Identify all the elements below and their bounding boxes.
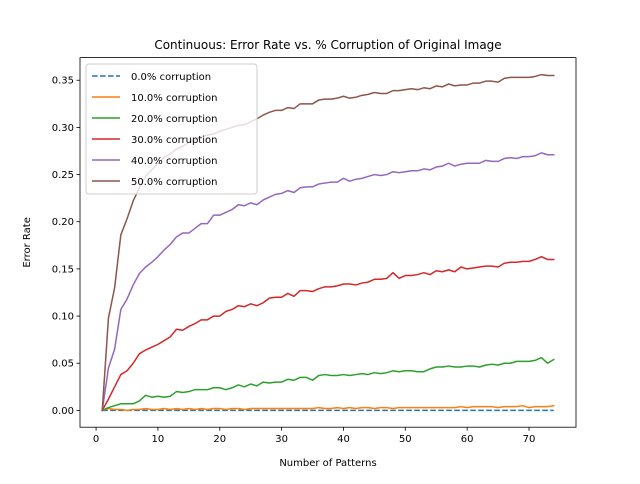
series-layer [101, 73, 555, 412]
x-axis-label: Number of Patterns [279, 458, 376, 469]
plot-area: 0 10 20 30 40 50 60 70 0.00 0.05 0.10 0.15 0.20 0.25… [52, 57, 577, 445]
series-line-2 [101, 356, 555, 412]
series-line-1 [101, 404, 555, 412]
legend-label-5: 50.0% corruption [131, 177, 217, 188]
y-tick-label-5: 0.25 [52, 170, 74, 181]
series-line-4 [101, 152, 555, 412]
legend: 0.0% corruption 10.0% corruption 20.0% cor… [85, 63, 258, 195]
y-axis-label: Error Rate [22, 217, 33, 267]
legend-label-1: 10.0% corruption [131, 93, 217, 104]
series-line-3 [101, 255, 555, 412]
y-axis-ticks: 0.00 0.05 0.10 0.15 0.20 0.25 0.30 0.35 [52, 76, 80, 417]
x-tick-label-0: 0 [93, 434, 99, 445]
chart-title: Continuous: Error Rate vs. % Corruption … [154, 38, 501, 52]
legend-label-4: 40.0% corruption [131, 156, 217, 167]
x-tick-label-4: 40 [337, 434, 350, 445]
y-tick-label-6: 0.30 [52, 123, 74, 134]
y-tick-label-1: 0.05 [52, 359, 74, 370]
y-tick-label-3: 0.15 [52, 264, 74, 275]
y-tick-label-0: 0.00 [52, 406, 74, 417]
legend-label-2: 20.0% corruption [131, 114, 217, 125]
y-tick-label-4: 0.20 [52, 217, 74, 228]
legend-label-0: 0.0% corruption [131, 72, 211, 83]
x-tick-label-2: 20 [213, 434, 226, 445]
legend-box [85, 63, 258, 195]
x-tick-label-7: 70 [523, 434, 536, 445]
y-tick-label-7: 0.35 [52, 76, 74, 87]
x-axis-ticks: 0 10 20 30 40 50 60 70 [93, 427, 535, 445]
axes-frame [79, 57, 577, 428]
x-tick-label-1: 10 [152, 434, 165, 445]
y-tick-label-2: 0.10 [52, 312, 74, 323]
legend-label-3: 30.0% corruption [131, 135, 217, 146]
x-tick-label-3: 30 [275, 434, 288, 445]
x-tick-label-6: 60 [461, 434, 474, 445]
x-tick-label-5: 50 [399, 434, 412, 445]
